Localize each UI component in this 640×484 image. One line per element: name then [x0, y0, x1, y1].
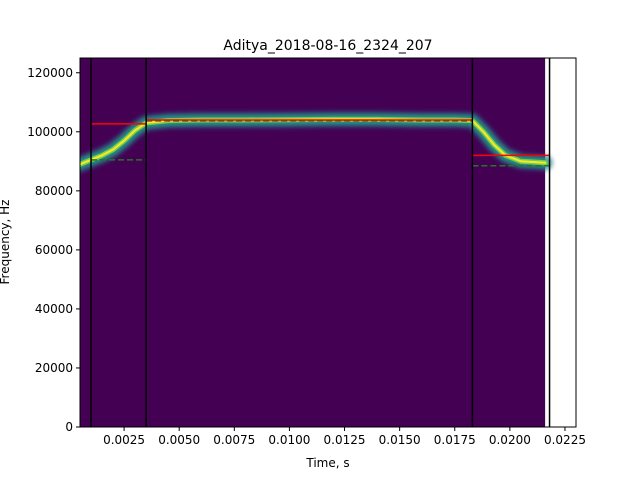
x-tick-label: 0.0075 [213, 433, 255, 447]
y-tick-label: 0 [65, 420, 73, 434]
y-tick-label: 100000 [27, 125, 73, 139]
y-tick-label: 20000 [35, 361, 73, 375]
x-tick-label: 0.0175 [434, 433, 476, 447]
x-tick-label: 0.0100 [268, 433, 310, 447]
x-tick-label: 0.0150 [379, 433, 421, 447]
x-axis-label: Time, s [305, 456, 349, 470]
y-axis-label: Frequency, Hz [0, 200, 12, 285]
y-tick-label: 40000 [35, 302, 73, 316]
x-tick-label: 0.0200 [489, 433, 531, 447]
y-tick-label: 120000 [27, 66, 73, 80]
y-tick-label: 80000 [35, 184, 73, 198]
x-tick-label: 0.0125 [324, 433, 366, 447]
x-tick-label: 0.0025 [103, 433, 145, 447]
plot-frame [79, 57, 577, 428]
y-tick-label: 60000 [35, 243, 73, 257]
x-tick-label: 0.0225 [544, 433, 586, 447]
chart-title: Aditya_2018-08-16_2324_207 [223, 38, 432, 54]
x-tick-label: 0.0050 [158, 433, 200, 447]
